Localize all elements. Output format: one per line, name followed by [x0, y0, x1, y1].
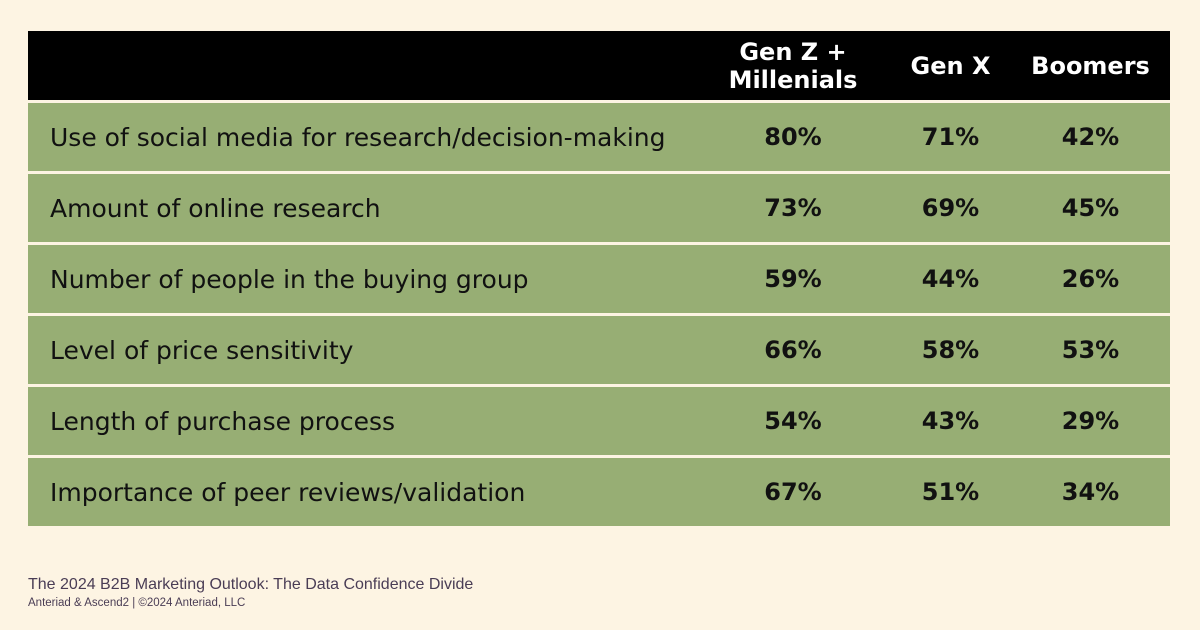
cell-gen-z-millenials: 67%	[764, 478, 822, 506]
table-row: Amount of online research 73% 69% 45%	[28, 174, 1170, 242]
cell-boomers: 42%	[1061, 123, 1120, 151]
table-row: Length of purchase process 54% 43% 29%	[28, 387, 1170, 455]
cell-gen-x: 58%	[921, 336, 980, 364]
cell-gen-x: 51%	[921, 478, 980, 506]
cell-boomers: 26%	[1061, 265, 1120, 293]
cell-gen-x: 44%	[921, 265, 980, 293]
row-label: Use of social media for research/decisio…	[50, 122, 666, 152]
table-row: Number of people in the buying group 59%…	[28, 245, 1170, 313]
source-title: The 2024 B2B Marketing Outlook: The Data…	[28, 576, 474, 593]
cell-gen-x: 69%	[921, 194, 980, 222]
table-row: Level of price sensitivity 66% 58% 53%	[28, 316, 1170, 384]
row-label: Importance of peer reviews/validation	[50, 477, 526, 507]
row-label: Length of purchase process	[50, 406, 395, 436]
cell-boomers: 45%	[1061, 194, 1120, 222]
column-header-gen-z-millenials: Gen Z + Millenials	[728, 37, 858, 94]
cell-gen-z-millenials: 59%	[764, 265, 822, 293]
column-header-gen-x: Gen X	[910, 51, 991, 80]
table-header: Gen Z + Millenials Gen X Boomers	[28, 31, 1170, 100]
cell-gen-z-millenials: 66%	[764, 336, 822, 364]
cell-boomers: 29%	[1061, 407, 1120, 435]
row-label: Level of price sensitivity	[50, 335, 354, 365]
source-credit: Anteriad & Ascend2 | ©2024 Anteriad, LLC	[28, 597, 246, 609]
cell-gen-x: 71%	[921, 123, 980, 151]
cell-gen-z-millenials: 54%	[764, 407, 822, 435]
table-row: Use of social media for research/decisio…	[28, 103, 1170, 171]
cell-gen-x: 43%	[921, 407, 980, 435]
comparison-table: Gen Z + Millenials Gen X Boomers Use of …	[28, 31, 1170, 526]
cell-boomers: 53%	[1061, 336, 1120, 364]
row-label: Amount of online research	[50, 193, 381, 223]
row-label: Number of people in the buying group	[50, 264, 529, 294]
cell-gen-z-millenials: 73%	[764, 194, 822, 222]
cell-boomers: 34%	[1061, 478, 1120, 506]
table-row: Importance of peer reviews/validation 67…	[28, 458, 1170, 526]
column-header-boomers: Boomers	[1031, 51, 1150, 80]
cell-gen-z-millenials: 80%	[764, 123, 822, 151]
